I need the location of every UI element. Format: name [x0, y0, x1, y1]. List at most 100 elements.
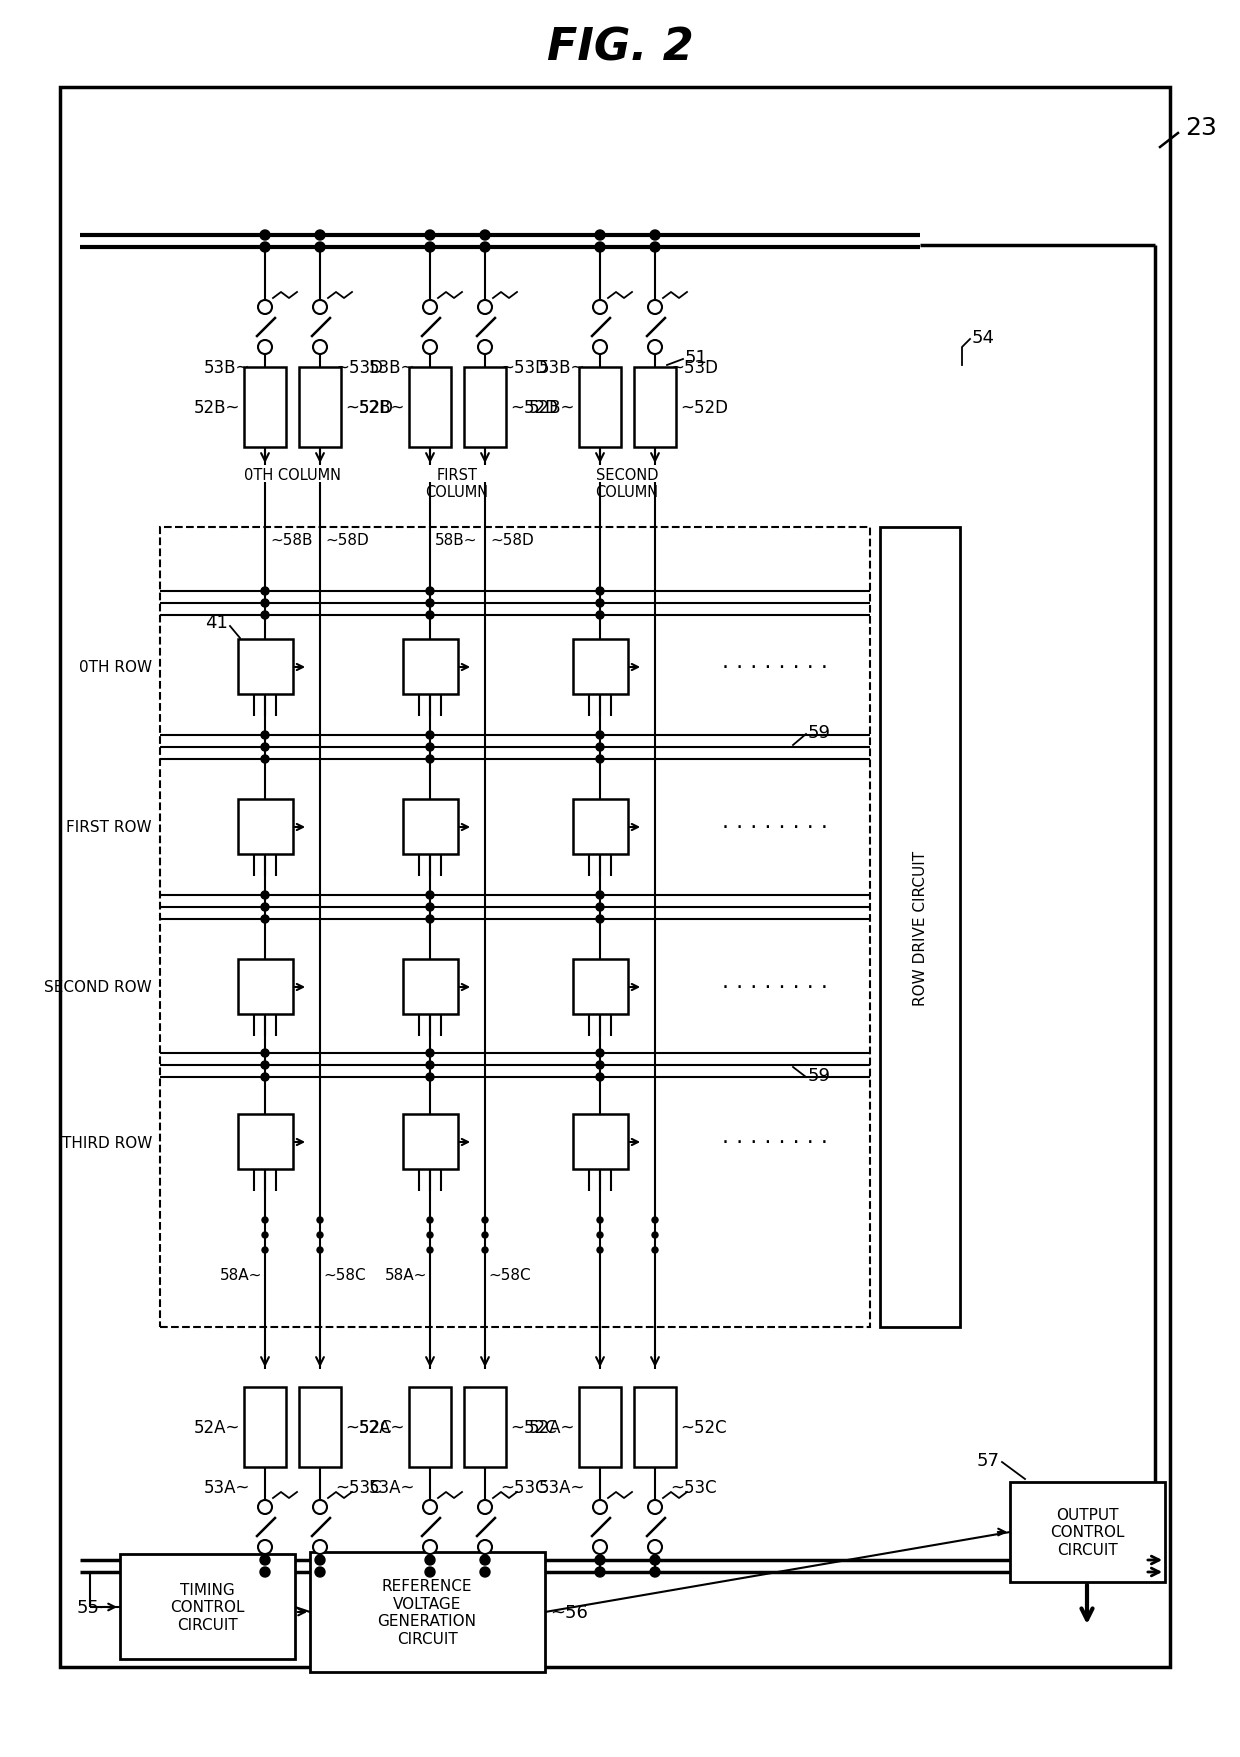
Circle shape	[427, 731, 434, 740]
Bar	[579, 367, 621, 448]
Text: 23: 23	[1185, 116, 1216, 141]
Text: 52A~: 52A~	[193, 1418, 241, 1435]
Circle shape	[312, 1500, 327, 1515]
Circle shape	[260, 903, 269, 912]
Text: 52A~: 52A~	[358, 1418, 405, 1435]
Text: ~53D: ~53D	[500, 358, 548, 376]
Bar	[409, 367, 451, 448]
Circle shape	[650, 1567, 660, 1578]
Circle shape	[425, 230, 435, 241]
Text: 53B~: 53B~	[203, 358, 250, 376]
Text: ~52C: ~52C	[345, 1418, 392, 1435]
Circle shape	[427, 891, 434, 900]
Circle shape	[427, 1232, 433, 1239]
Text: ~58C: ~58C	[322, 1267, 366, 1283]
Circle shape	[260, 611, 269, 620]
Text: 51: 51	[684, 350, 708, 367]
Bar	[60, 88, 1171, 1667]
Circle shape	[596, 1074, 604, 1081]
Circle shape	[480, 230, 490, 241]
Circle shape	[595, 230, 605, 241]
Circle shape	[427, 903, 434, 912]
Text: 53A~: 53A~	[368, 1478, 415, 1497]
Circle shape	[596, 611, 604, 620]
Text: 57: 57	[977, 1451, 999, 1469]
Circle shape	[650, 242, 660, 253]
Text: · · · · · · · ·: · · · · · · · ·	[722, 817, 828, 838]
Text: ROW DRIVE CIRCUIT: ROW DRIVE CIRCUIT	[913, 850, 928, 1005]
Circle shape	[596, 756, 604, 764]
Bar	[403, 1114, 458, 1170]
Circle shape	[477, 1500, 492, 1515]
Circle shape	[652, 1232, 658, 1239]
Text: · · · · · · · ·: · · · · · · · ·	[722, 977, 828, 998]
Bar	[160, 527, 870, 1327]
Circle shape	[260, 915, 269, 924]
Circle shape	[427, 756, 434, 764]
Bar	[403, 640, 458, 694]
Text: 53B~: 53B~	[368, 358, 415, 376]
Circle shape	[649, 341, 662, 355]
Circle shape	[425, 1567, 435, 1578]
Circle shape	[260, 1061, 269, 1070]
Circle shape	[260, 599, 269, 608]
Text: SECOND ROW: SECOND ROW	[45, 980, 153, 994]
Text: TIMING
CONTROL
CIRCUIT: TIMING CONTROL CIRCUIT	[170, 1583, 244, 1632]
Circle shape	[427, 1074, 434, 1081]
Circle shape	[593, 1541, 608, 1555]
Circle shape	[262, 1232, 268, 1239]
Circle shape	[477, 1541, 492, 1555]
Bar	[244, 1388, 286, 1467]
Bar	[1011, 1483, 1166, 1581]
Circle shape	[649, 1541, 662, 1555]
Circle shape	[260, 1074, 269, 1081]
Text: FIRST ROW: FIRST ROW	[67, 821, 153, 835]
Circle shape	[593, 300, 608, 315]
Text: 52B~: 52B~	[358, 399, 405, 416]
Text: ~58D: ~58D	[325, 532, 368, 548]
Circle shape	[596, 743, 604, 752]
Text: FIG. 2: FIG. 2	[547, 26, 693, 70]
Circle shape	[425, 242, 435, 253]
Circle shape	[427, 587, 434, 596]
Text: 53B~: 53B~	[538, 358, 585, 376]
Bar	[880, 527, 960, 1327]
Text: ~53C: ~53C	[335, 1478, 382, 1497]
Text: · · · · · · · ·: · · · · · · · ·	[722, 657, 828, 678]
Text: 52A~: 52A~	[528, 1418, 575, 1435]
Text: 59: 59	[808, 1066, 831, 1084]
Circle shape	[262, 1247, 268, 1253]
Circle shape	[312, 341, 327, 355]
Circle shape	[482, 1247, 489, 1253]
Circle shape	[649, 300, 662, 315]
Circle shape	[315, 1555, 325, 1565]
Circle shape	[258, 341, 272, 355]
Bar	[464, 1388, 506, 1467]
Circle shape	[317, 1218, 322, 1223]
Text: 59: 59	[808, 724, 831, 741]
Circle shape	[315, 242, 325, 253]
Bar	[464, 367, 506, 448]
Circle shape	[315, 230, 325, 241]
Circle shape	[480, 1555, 490, 1565]
Text: ~52C: ~52C	[680, 1418, 727, 1435]
Circle shape	[423, 1500, 436, 1515]
Text: THIRD ROW: THIRD ROW	[62, 1135, 153, 1149]
Text: ~52C: ~52C	[510, 1418, 557, 1435]
Circle shape	[595, 1555, 605, 1565]
Circle shape	[593, 1500, 608, 1515]
Circle shape	[595, 1567, 605, 1578]
Text: ~52D: ~52D	[680, 399, 728, 416]
Text: ~56: ~56	[551, 1602, 588, 1622]
Text: ~52D: ~52D	[510, 399, 558, 416]
Circle shape	[260, 743, 269, 752]
Bar	[238, 640, 293, 694]
Circle shape	[423, 300, 436, 315]
Circle shape	[258, 1500, 272, 1515]
Circle shape	[477, 341, 492, 355]
Bar	[403, 959, 458, 1014]
Bar	[634, 367, 676, 448]
Circle shape	[260, 731, 269, 740]
Bar	[310, 1551, 546, 1673]
Circle shape	[312, 1541, 327, 1555]
